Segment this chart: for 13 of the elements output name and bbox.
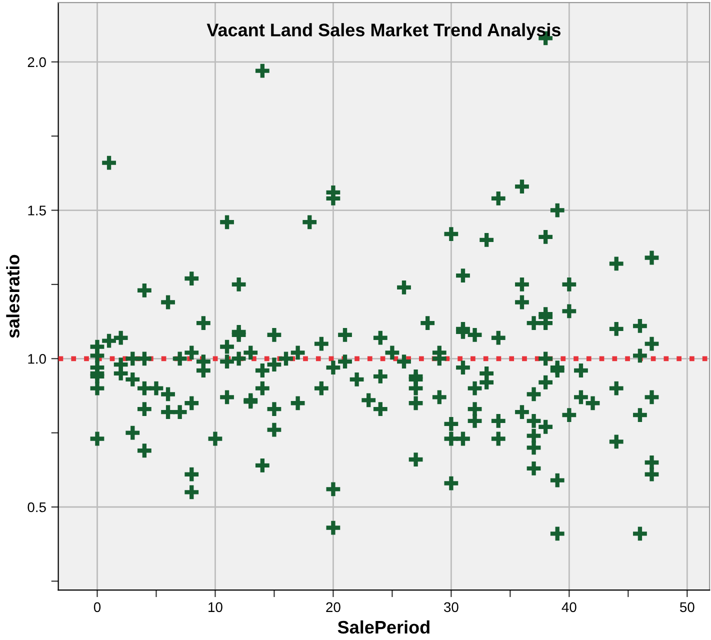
x-axis-title: SalePeriod [338, 620, 430, 634]
y-tick-label: 1.5 [28, 206, 46, 216]
x-tick-label: 20 [326, 602, 340, 612]
x-tick-label: 10 [208, 602, 222, 612]
x-tick-label: 0 [94, 602, 101, 612]
y-tick-label: 1.0 [28, 354, 46, 364]
y-tick-label: 2.0 [28, 57, 46, 68]
x-tick-label: 50 [680, 602, 694, 612]
y-axis-title: salesratio [6, 254, 20, 338]
x-tick-label: 30 [444, 602, 458, 612]
y-tick-label: 0.5 [28, 502, 46, 512]
x-tick-label: 40 [562, 602, 576, 612]
text: Vacant Land Sales Market Trend Analysis [206, 23, 560, 40]
